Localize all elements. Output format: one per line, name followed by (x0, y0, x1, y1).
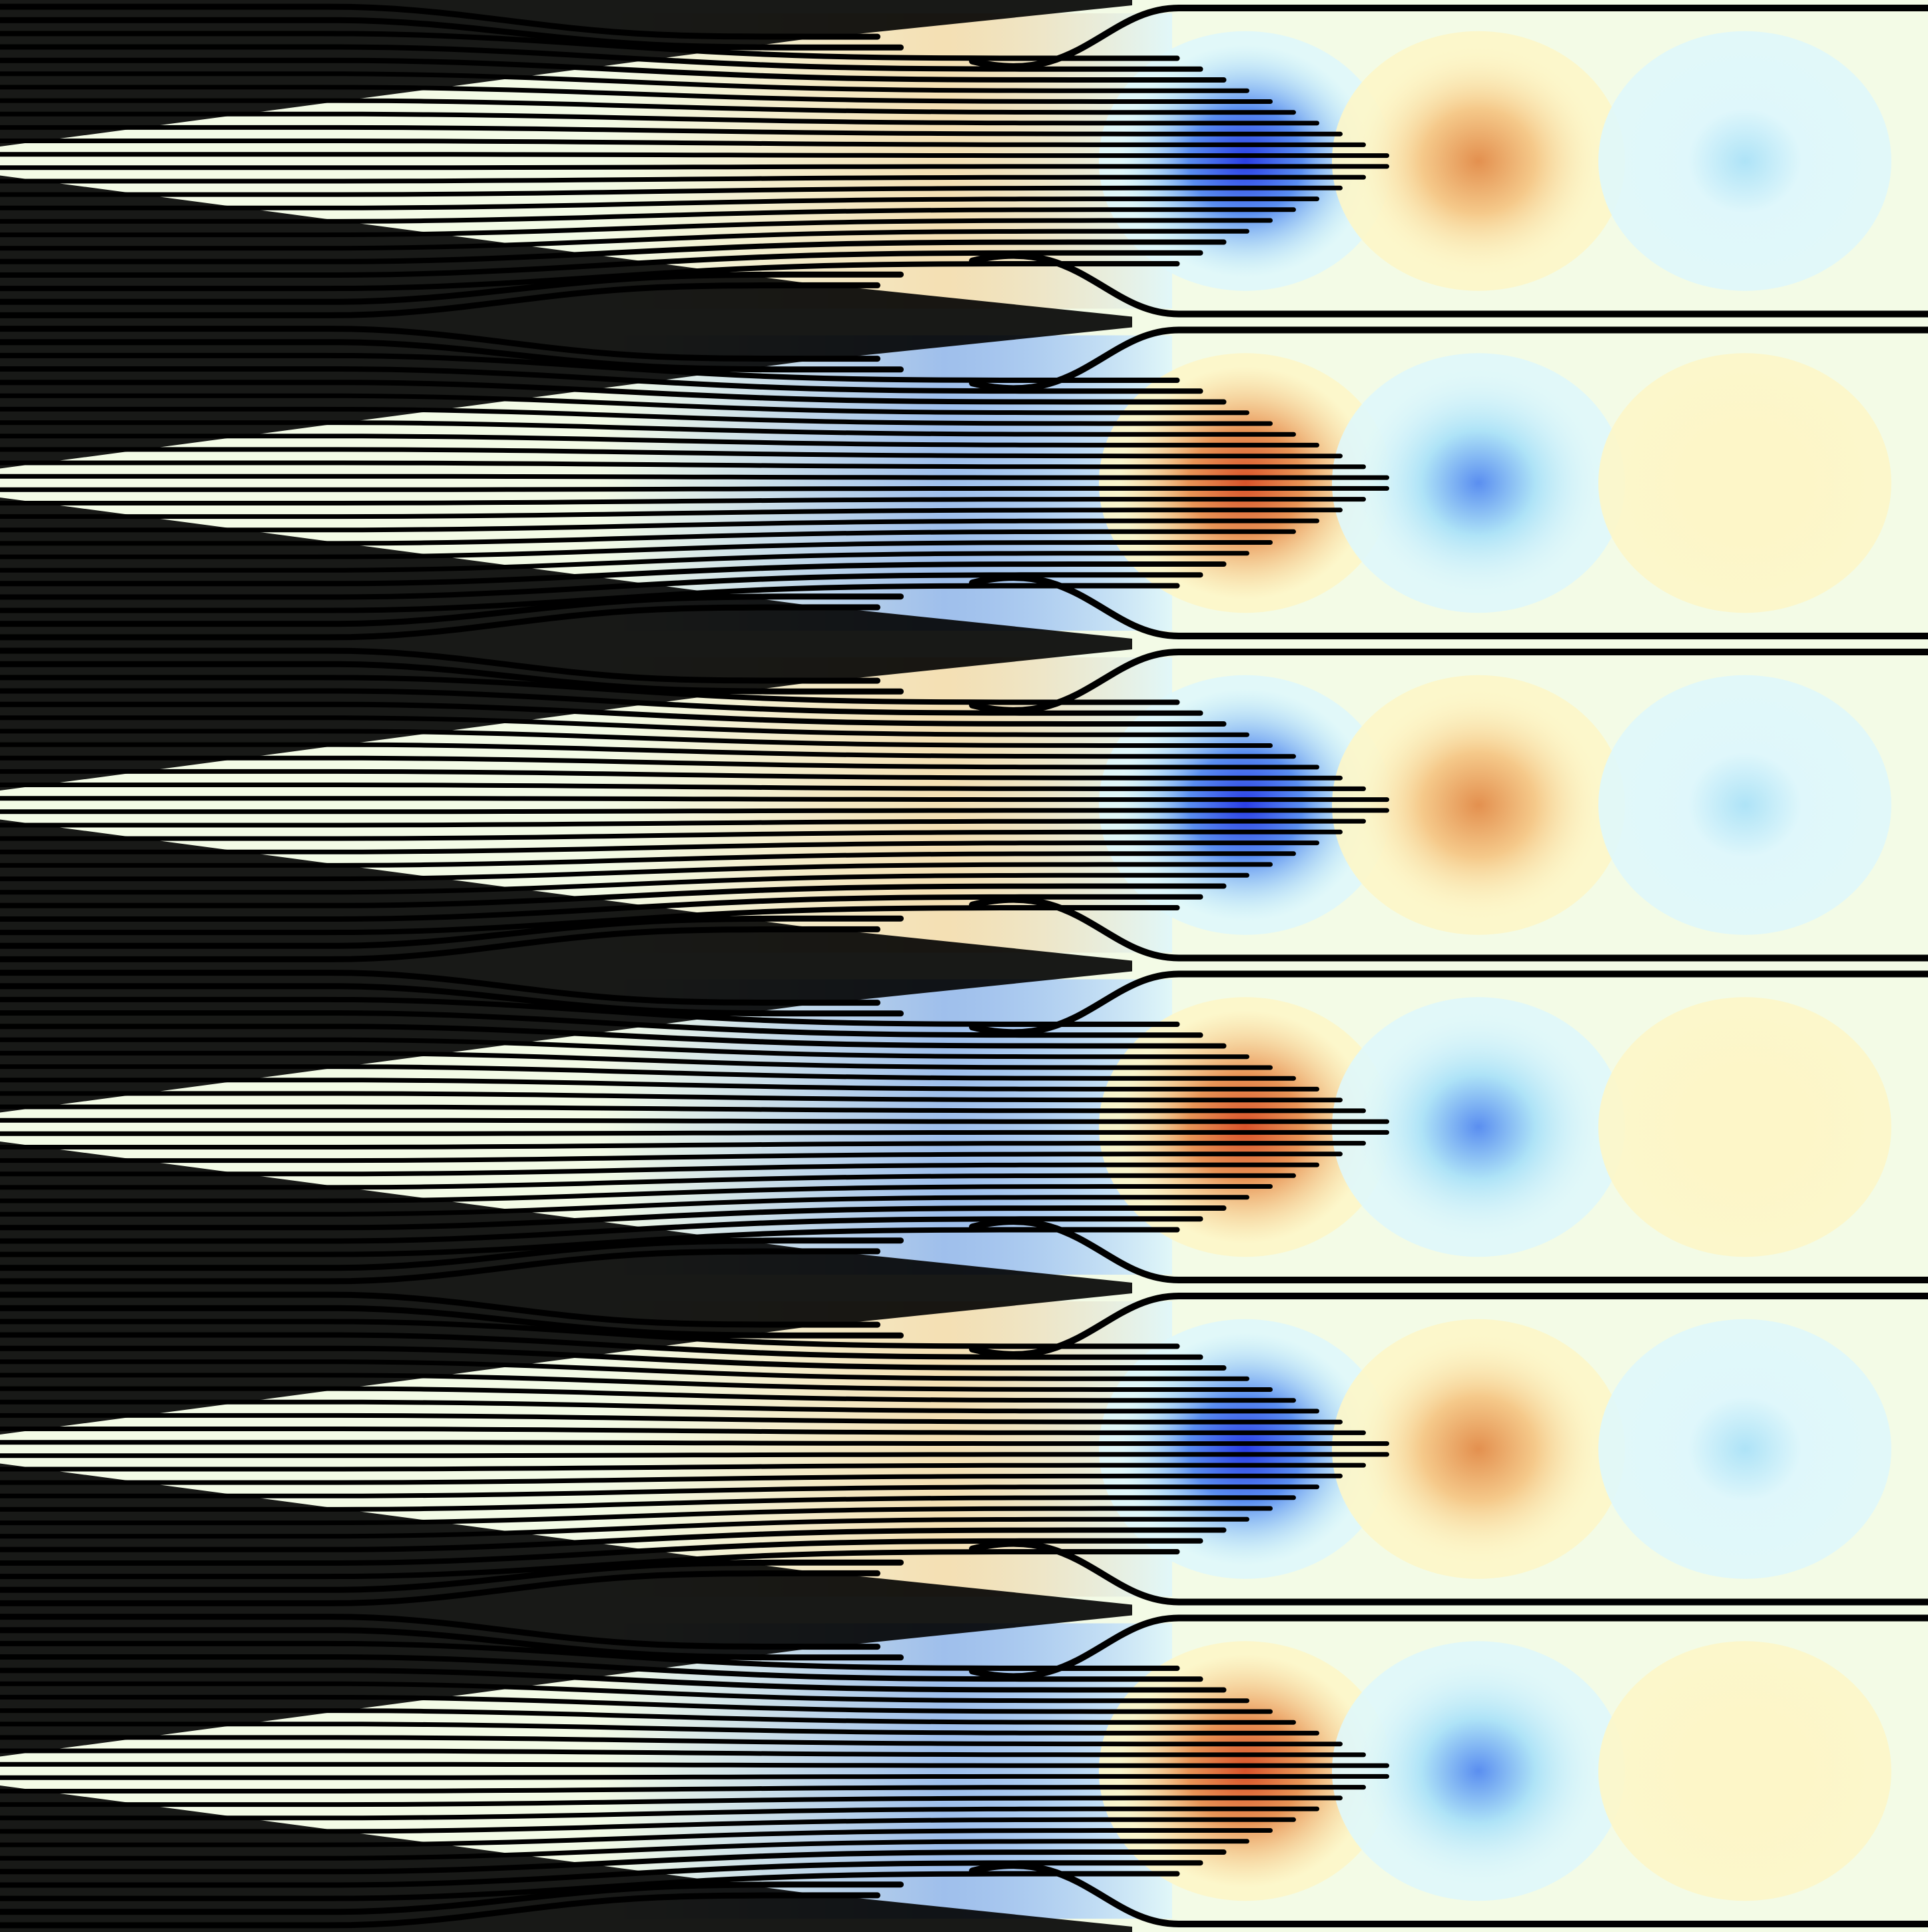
streamline (0, 1151, 1343, 1163)
vortex-cell (1352, 366, 1605, 600)
streamline (0, 1452, 1389, 1458)
streamline (0, 1773, 1389, 1780)
vortex-cell (1618, 366, 1871, 600)
channel-wall (969, 970, 1928, 1036)
vortex-cell (1352, 1010, 1605, 1244)
converging-wedge (0, 175, 1132, 469)
streamline (0, 460, 1366, 470)
streamline (0, 1129, 1389, 1136)
channel-wall (969, 1218, 1928, 1283)
streamline (0, 174, 1366, 184)
vortex-cell (1352, 688, 1605, 922)
channel-wall-layer (969, 5, 1928, 1927)
streamline (0, 1091, 1343, 1103)
streamline (0, 1141, 1366, 1149)
converging-wedge (0, 1141, 1132, 1435)
streamline (0, 829, 1343, 841)
channel-wall (969, 574, 1928, 639)
channel-wall (969, 252, 1928, 318)
converging-wedge (0, 497, 1132, 791)
streamline (0, 185, 1343, 197)
streamline (0, 1762, 1389, 1768)
streamline (0, 1427, 1366, 1435)
streamline (0, 769, 1343, 781)
vortex-cell (1618, 1332, 1871, 1566)
converging-wedge (0, 819, 1132, 1113)
channel-wall (969, 649, 1928, 714)
vortex-cell (1618, 688, 1871, 922)
vortex-cell (1352, 1332, 1605, 1566)
streamline (0, 125, 1343, 137)
streamline (0, 1413, 1343, 1425)
streamline (0, 783, 1366, 791)
vortex-cell (1618, 1654, 1871, 1888)
converging-wedge (0, 0, 1132, 147)
streamline (0, 507, 1343, 519)
channel-field (599, 974, 1928, 1280)
streamline (0, 1462, 1366, 1472)
streamline (0, 1473, 1343, 1485)
streamline (0, 164, 1389, 170)
streamline (0, 152, 1389, 159)
channel-wall (969, 1614, 1928, 1680)
streamline (0, 1795, 1343, 1807)
vortex-cell (1352, 1654, 1605, 1888)
converging-wedge (0, 1463, 1132, 1757)
streamline (0, 1735, 1343, 1747)
channel-wall (969, 896, 1928, 962)
streamline (0, 485, 1389, 492)
vortex-cell (1618, 1010, 1871, 1244)
streamline (0, 447, 1343, 459)
channel-wall (969, 5, 1928, 70)
streamline (0, 796, 1389, 803)
streamline-layer (0, 0, 1389, 1932)
converging-wedge (0, 1785, 1132, 1932)
channel-wall (969, 1293, 1928, 1358)
streamline (0, 474, 1389, 480)
streamline (0, 497, 1366, 505)
streamline (0, 1118, 1389, 1124)
vortex-cell (1618, 44, 1871, 278)
streamline (0, 1748, 1366, 1758)
streamline (0, 1104, 1366, 1114)
streamline (0, 818, 1366, 828)
channel-wall (969, 1540, 1928, 1606)
channel-wall (969, 326, 1928, 392)
streamline (0, 1440, 1389, 1447)
channel-wall (969, 1862, 1928, 1927)
vortex-cell (1352, 44, 1605, 278)
streamline (0, 808, 1389, 814)
streamline (0, 1785, 1366, 1793)
streamline (0, 139, 1366, 147)
